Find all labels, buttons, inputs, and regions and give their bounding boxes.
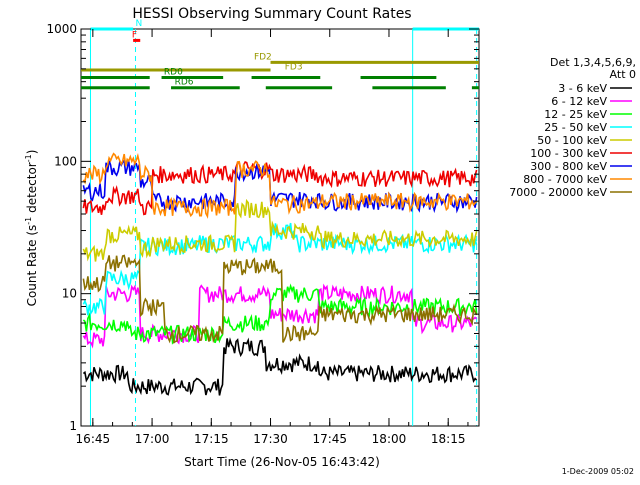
flag-label: FD2 — [254, 52, 272, 62]
series-line — [82, 160, 478, 216]
flag-label: N — [135, 19, 142, 29]
legend-entry-label: 3 - 6 keV — [558, 82, 607, 95]
series-line — [82, 283, 478, 349]
legend-header: Att 0 — [610, 68, 636, 81]
legend-entry-label: 7000 - 20000 keV — [509, 186, 607, 199]
x-tick-label: 16:45 — [76, 432, 111, 446]
x-tick-label: 17:00 — [135, 432, 170, 446]
legend-entry-label: 6 - 12 keV — [551, 95, 607, 108]
y-tick-label: 1 — [69, 419, 77, 433]
legend-entry-label: 300 - 800 keV — [530, 160, 607, 173]
y-axis-label: Count Rate (s-1 detector-1) — [24, 150, 39, 307]
legend-entry-label: 800 - 7000 keV — [523, 173, 607, 186]
y-tick-label: 10 — [62, 287, 77, 301]
y-tick-label: 1000 — [46, 22, 77, 36]
series-line — [82, 198, 478, 262]
flag-label: FD3 — [285, 62, 303, 72]
plot-frame — [80, 28, 480, 427]
axes: 16:45 17:00 17:15 17:30 17:45 18:00 18:15 1 10 10… — [46, 22, 479, 446]
timestamp: 1-Dec-2009 05:02 — [562, 467, 634, 476]
flag-label: RD0 — [164, 68, 183, 78]
x-axis-label: Start Time (26-Nov-05 16:43:42) — [184, 455, 380, 469]
x-tick-label: 18:00 — [372, 432, 407, 446]
x-tick-label: 17:15 — [194, 432, 229, 446]
series-lines — [82, 152, 478, 396]
x-tick-label: 18:15 — [431, 432, 466, 446]
series-line — [82, 222, 478, 316]
legend-header: Det 1,3,4,5,6,9, — [550, 56, 636, 69]
y-tick-label: 100 — [54, 154, 77, 168]
x-tick-label: 17:45 — [312, 432, 347, 446]
legend-entry-label: 100 - 300 keV — [530, 147, 607, 160]
legend-entry-label: 50 - 100 keV — [537, 134, 607, 147]
legend-entry-label: 25 - 50 keV — [544, 121, 607, 134]
x-tick-label: 17:30 — [253, 432, 288, 446]
flag-label: F — [132, 30, 137, 40]
series-line — [82, 254, 478, 344]
legend-entry-label: 12 - 25 keV — [544, 108, 607, 121]
series-line — [82, 152, 478, 219]
chart-title: HESSI Observing Summary Count Rates — [132, 6, 411, 22]
flag-label: RD6 — [175, 78, 194, 88]
series-line — [82, 337, 478, 396]
